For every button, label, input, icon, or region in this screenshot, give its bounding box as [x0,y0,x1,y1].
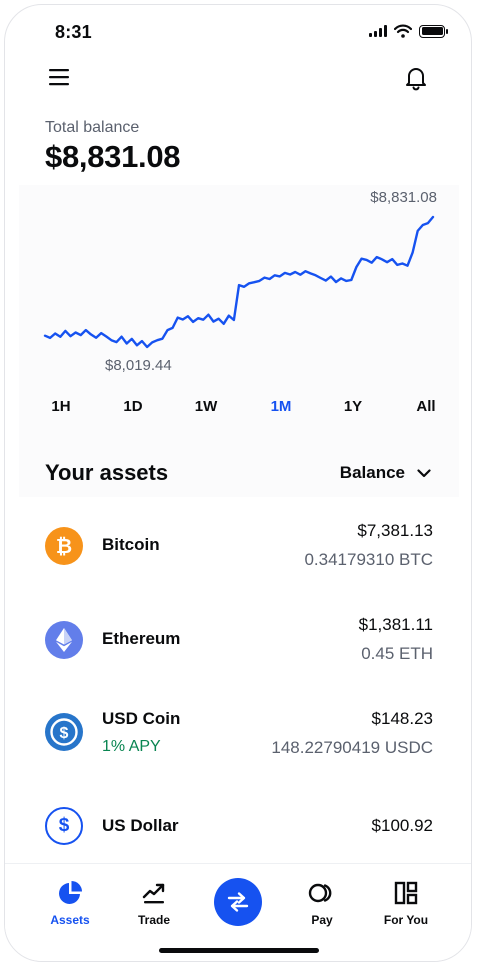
status-bar: 8:31 [5,5,471,57]
nav-label: Assets [50,913,90,927]
asset-value: $7,381.13 [357,521,433,540]
nav-trade[interactable]: Trade [119,880,189,927]
range-tab-1d[interactable]: 1D [123,398,143,415]
status-icons [369,24,448,38]
asset-apy: 1% APY [102,738,161,755]
bell-icon[interactable] [404,65,428,91]
nav-label: Trade [137,913,170,927]
asset-row-usd-coin[interactable]: $ USD Coin 1% APY $148.23 148.22790419 U… [5,687,471,777]
range-tab-all[interactable]: All [416,398,436,415]
your-assets-title: Your assets [45,460,169,485]
nav-pay[interactable]: Pay [287,880,357,927]
chart-high-label: $8,831.08 [370,189,437,206]
chevron-down-icon [417,468,431,477]
grid-icon [394,881,418,905]
sort-dropdown[interactable]: Balance [340,463,431,483]
status-time: 8:31 [55,22,92,42]
usdc-icon: $ [45,713,83,751]
asset-amount: 0.45 ETH [361,644,433,663]
wifi-icon [394,24,412,38]
nav-label: Pay [311,913,333,927]
balance-chart[interactable]: $8,831.08 $8,019.44 1H 1D 1W 1M 1Y All [19,185,459,497]
chart-svg [43,215,435,349]
asset-value: $148.23 [371,709,433,728]
asset-amount: 0.34179310 BTC [304,550,433,569]
range-tab-1y[interactable]: 1Y [343,398,363,415]
asset-value: $1,381.11 [358,615,433,634]
bottom-nav: Assets Trade Pay [5,863,471,961]
asset-name: USD Coin [102,709,181,728]
range-tab-1m[interactable]: 1M [270,398,292,415]
asset-amount: 148.22790419 USDC [271,738,433,757]
home-indicator [159,948,319,953]
asset-name: US Dollar [102,816,179,835]
asset-row-bitcoin[interactable]: ₿ Bitcoin $7,381.13 0.34179310 BTC [5,499,471,589]
menu-icon[interactable] [49,67,71,87]
total-balance-value: $8,831.08 [45,139,181,174]
nav-label: For You [383,913,429,927]
swap-icon [227,892,249,912]
swap-button[interactable] [214,878,262,926]
trend-icon [142,883,165,904]
balance-line [43,215,435,349]
sort-dropdown-label: Balance [339,463,405,482]
chart-low-label: $8,019.44 [105,357,172,374]
dollar-icon: $ [45,807,83,845]
total-balance-label: Total balance [45,119,140,136]
ethereum-icon [45,621,83,659]
asset-row-ethereum[interactable]: Ethereum $1,381.11 0.45 ETH [5,593,471,683]
range-tab-1h[interactable]: 1H [51,398,71,415]
asset-row-us-dollar[interactable]: $ US Dollar $100.92 [5,781,471,871]
asset-value: $100.92 [371,816,433,835]
nav-for-you[interactable]: For You [371,880,441,927]
pie-chart-icon [59,881,82,904]
svg-text:$: $ [60,725,69,742]
nav-assets[interactable]: Assets [35,880,105,927]
pay-icon [308,883,332,903]
asset-name: Ethereum [102,629,181,648]
battery-icon [419,24,448,38]
range-tab-1w[interactable]: 1W [194,398,218,415]
bitcoin-icon: ₿ [45,527,83,565]
phone-screen: 8:31 Total balance $8,831.08 $8,831.08 $… [4,4,472,962]
asset-name: Bitcoin [102,535,160,554]
signal-icon [369,25,387,37]
